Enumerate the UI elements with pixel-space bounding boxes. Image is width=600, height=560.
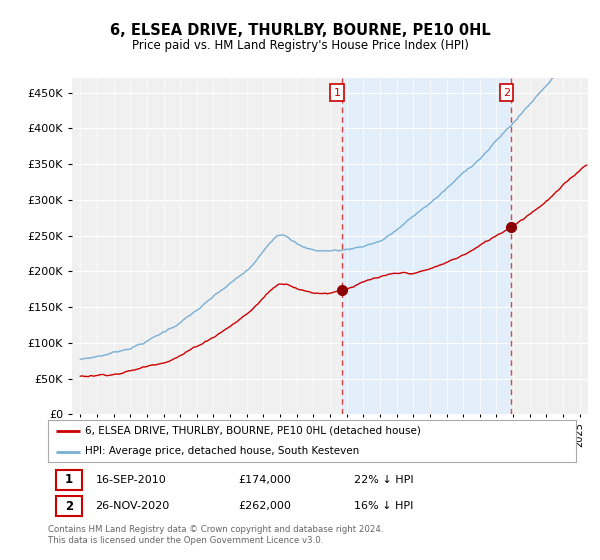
- FancyBboxPatch shape: [56, 496, 82, 516]
- Text: 26-NOV-2020: 26-NOV-2020: [95, 501, 170, 511]
- Text: 16% ↓ HPI: 16% ↓ HPI: [354, 501, 413, 511]
- Text: £174,000: £174,000: [238, 475, 291, 485]
- Text: 2: 2: [65, 500, 73, 513]
- Text: Price paid vs. HM Land Registry's House Price Index (HPI): Price paid vs. HM Land Registry's House …: [131, 39, 469, 53]
- FancyBboxPatch shape: [56, 470, 82, 490]
- Text: 22% ↓ HPI: 22% ↓ HPI: [354, 475, 414, 485]
- Text: Contains HM Land Registry data © Crown copyright and database right 2024.
This d: Contains HM Land Registry data © Crown c…: [48, 525, 383, 545]
- Text: 16-SEP-2010: 16-SEP-2010: [95, 475, 166, 485]
- Text: 1: 1: [334, 88, 340, 97]
- Text: HPI: Average price, detached house, South Kesteven: HPI: Average price, detached house, Sout…: [85, 446, 359, 456]
- Text: 6, ELSEA DRIVE, THURLBY, BOURNE, PE10 0HL: 6, ELSEA DRIVE, THURLBY, BOURNE, PE10 0H…: [110, 24, 490, 38]
- Bar: [342, 78, 511, 414]
- Text: £262,000: £262,000: [238, 501, 291, 511]
- Text: 2: 2: [503, 88, 510, 97]
- Text: 1: 1: [65, 473, 73, 486]
- Text: 6, ELSEA DRIVE, THURLBY, BOURNE, PE10 0HL (detached house): 6, ELSEA DRIVE, THURLBY, BOURNE, PE10 0H…: [85, 426, 421, 436]
